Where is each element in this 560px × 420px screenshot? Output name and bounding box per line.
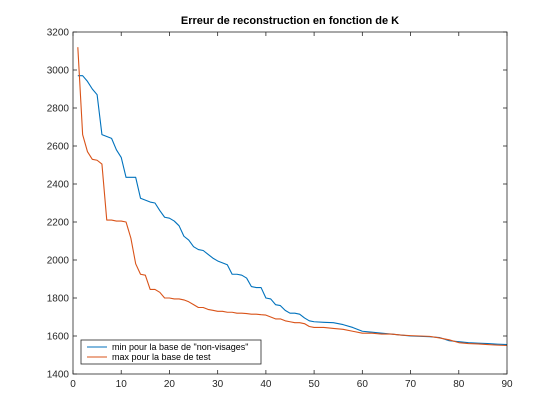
x-tick-label-1: 10 bbox=[116, 379, 128, 390]
y-tick-label-7: 2800 bbox=[47, 104, 70, 115]
plot-background bbox=[73, 32, 507, 374]
y-tick-label-9: 3200 bbox=[47, 28, 70, 39]
legend: min pour la base de "non-visages"max pou… bbox=[80, 339, 262, 365]
y-tick-label-6: 2600 bbox=[47, 142, 70, 153]
y-tick-label-5: 2400 bbox=[47, 180, 70, 191]
x-tick-label-9: 90 bbox=[501, 379, 513, 390]
plot-frame bbox=[72, 31, 508, 375]
x-tick-label-2: 20 bbox=[164, 379, 176, 390]
series-layer bbox=[77, 47, 508, 347]
legend-entry-1: max pour la base de test bbox=[112, 352, 211, 362]
x-tick-label-5: 50 bbox=[309, 379, 321, 390]
legend-entry-0: min pour la base de "non-visages" bbox=[112, 342, 248, 352]
y-tick-label-3: 2000 bbox=[47, 256, 70, 267]
ticks-layer: 0 10 20 30 40 50 60 70 80 90 1400 1600 1800 2000 2200 2… bbox=[47, 28, 513, 391]
y-tick-label-1: 1600 bbox=[47, 332, 70, 343]
x-tick-label-4: 40 bbox=[260, 379, 272, 390]
x-tick-label-8: 80 bbox=[453, 379, 465, 390]
chart-title: Erreur de reconstruction en fonction de … bbox=[181, 15, 399, 27]
x-tick-label-3: 30 bbox=[212, 379, 224, 390]
y-tick-label-2: 1800 bbox=[47, 294, 70, 305]
y-tick-label-8: 3000 bbox=[47, 66, 70, 77]
y-tick-label-4: 2200 bbox=[47, 218, 70, 229]
legend-box bbox=[80, 339, 262, 365]
y-tick-label-0: 1400 bbox=[47, 370, 70, 381]
x-tick-label-0: 0 bbox=[70, 379, 76, 390]
x-tick-label-7: 70 bbox=[405, 379, 417, 390]
x-tick-label-6: 60 bbox=[357, 379, 369, 390]
series-line-1 bbox=[77, 47, 508, 347]
